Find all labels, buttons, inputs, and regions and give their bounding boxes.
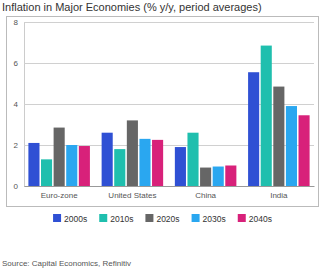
x-tick-label: India	[270, 191, 288, 200]
legend-item: 2030s	[192, 214, 226, 224]
y-tick-label: 8	[14, 18, 19, 27]
bar	[79, 146, 90, 186]
bar	[114, 149, 125, 186]
bar	[248, 72, 259, 186]
bar	[175, 147, 186, 186]
legend-label: 2040s	[249, 214, 272, 224]
bar	[187, 133, 198, 186]
legend-item: 2040s	[238, 214, 272, 224]
y-tick-label: 6	[14, 59, 19, 68]
series	[66, 106, 297, 186]
x-tick-label: Euro-zone	[41, 191, 78, 200]
bar	[213, 167, 224, 186]
bar	[261, 46, 272, 186]
bar	[273, 87, 284, 186]
bar	[41, 159, 52, 186]
legend-label: 2030s	[203, 214, 226, 224]
bar	[286, 106, 297, 186]
legend-label: 2020s	[156, 214, 179, 224]
bar	[28, 143, 39, 186]
bar	[200, 168, 211, 186]
x-axis: Euro-zone United States China India	[25, 186, 315, 200]
x-tick-label: China	[195, 191, 216, 200]
legend-swatch	[53, 214, 61, 222]
legend-swatch	[145, 214, 153, 222]
legend-swatch	[99, 214, 107, 222]
y-axis-line	[25, 23, 315, 187]
x-tick-label: United States	[108, 191, 156, 200]
x-tick: United States	[108, 186, 156, 200]
grid-line	[24, 22, 314, 23]
bar	[299, 115, 310, 186]
chart: Inflation in Major Economies (% y/y, per…	[0, 0, 325, 273]
legend-item: 2020s	[145, 214, 179, 224]
title: Inflation in Major Economies (% y/y, per…	[2, 1, 262, 13]
legend: 2000s 2010s 2020s 2030s 2040s	[53, 214, 272, 224]
bar	[152, 140, 163, 186]
legend-label: 2000s	[64, 214, 87, 224]
x-tick: India	[270, 186, 288, 200]
series	[54, 87, 285, 186]
legend-item: 2000s	[53, 214, 87, 224]
legend-label: 2010s	[110, 214, 133, 224]
y-axis: 0 2 4 6 8	[14, 18, 314, 191]
bar	[102, 133, 113, 186]
grid-line	[24, 186, 314, 187]
legend-swatch	[192, 214, 200, 222]
x-tick: China	[195, 186, 216, 200]
x-tick: Euro-zone	[41, 186, 78, 200]
legend-item: 2010s	[99, 214, 133, 224]
x-axis-line	[25, 186, 315, 187]
series	[41, 46, 272, 186]
series	[79, 115, 310, 186]
bar	[127, 120, 138, 186]
legend-swatch	[238, 214, 246, 222]
y-tick-label: 0	[14, 182, 19, 191]
bar	[66, 145, 77, 186]
frame	[7, 17, 319, 207]
y-tick: 8	[14, 18, 314, 27]
bar	[54, 128, 65, 186]
series	[28, 72, 259, 186]
source: Source: Capital Economics, Refinitiv	[2, 259, 131, 268]
bars	[28, 46, 309, 186]
y-tick-label: 4	[14, 100, 19, 109]
bar	[139, 139, 150, 186]
y-tick-label: 2	[14, 141, 19, 150]
bar	[225, 166, 236, 187]
